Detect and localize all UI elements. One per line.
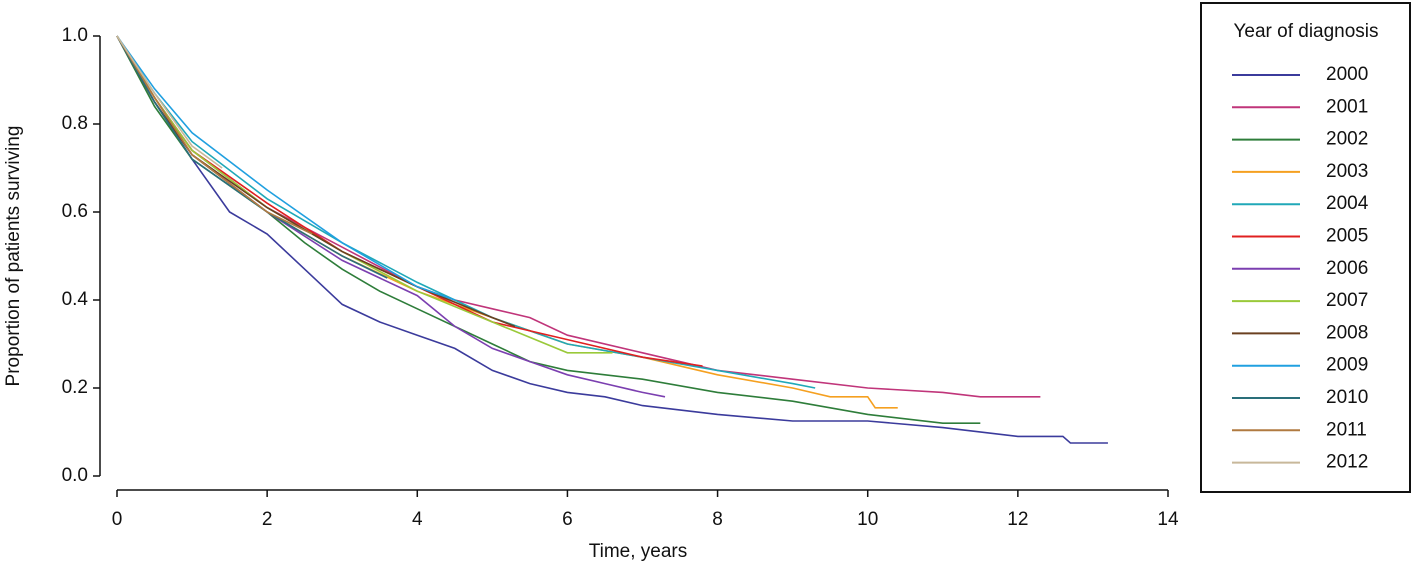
y-axis-title: Proportion of patients surviving [3, 126, 24, 387]
legend-label: 2012 [1326, 452, 1368, 473]
survival-line [116, 35, 613, 354]
survival-line [116, 35, 816, 389]
legend-label: 2002 [1326, 129, 1368, 150]
legend-label: 2009 [1326, 355, 1368, 376]
legend-label: 2000 [1326, 64, 1368, 85]
survival-line [116, 35, 456, 301]
legend-title: Year of diagnosis [1233, 21, 1378, 42]
legend-label: 2001 [1326, 96, 1368, 117]
y-tick-label: 0.2 [62, 377, 88, 398]
survival-line [116, 35, 223, 169]
legend-label: 2004 [1326, 193, 1369, 214]
legend-label: 2005 [1326, 226, 1368, 247]
survival-line [116, 35, 898, 409]
legend-box [1200, 2, 1411, 493]
survival-line [116, 35, 703, 367]
y-tick-label: 0.4 [62, 289, 89, 310]
x-tick-label: 4 [412, 509, 423, 530]
y-tick-label: 0.8 [62, 113, 88, 134]
x-tick-label: 0 [112, 509, 123, 530]
legend-label: 2010 [1326, 387, 1368, 408]
x-tick-label: 2 [262, 509, 273, 530]
legend-label: 2007 [1326, 290, 1368, 311]
x-axis-title: Time, years [589, 541, 688, 562]
x-tick-label: 6 [562, 509, 573, 530]
legend-label: 2008 [1326, 322, 1368, 343]
legend-label: 2011 [1326, 419, 1367, 440]
survival-line [116, 35, 1108, 444]
survival-line [116, 35, 313, 235]
survival-line [116, 35, 388, 279]
legend-label: 2006 [1326, 258, 1368, 279]
x-tick-label: 8 [712, 509, 723, 530]
x-tick-label: 14 [1157, 509, 1179, 530]
x-tick-label: 12 [1007, 509, 1028, 530]
survival-line [116, 35, 516, 328]
x-tick-label: 10 [857, 509, 878, 530]
y-tick-label: 1.0 [62, 25, 88, 46]
survival-line [116, 35, 981, 424]
y-tick-label: 0.0 [62, 465, 88, 486]
y-tick-label: 0.6 [62, 201, 88, 222]
legend-label: 2003 [1326, 161, 1368, 182]
